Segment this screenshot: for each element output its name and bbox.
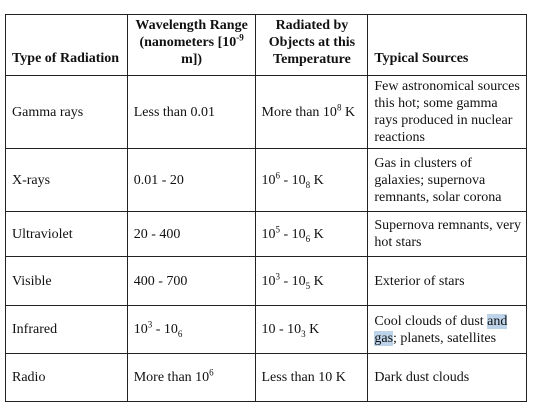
header-row: Type of Radiation Wavelength Range (nanom…: [5, 14, 527, 76]
table-cell: More than 106: [126, 353, 256, 402]
text-run: 10: [261, 226, 276, 242]
table-cell: 106 - 108 K: [254, 148, 369, 212]
table-cell: Gas in clusters of galaxies; supernova r…: [367, 148, 527, 212]
subscript: 8: [305, 179, 311, 190]
table-cell: Exterior of stars: [367, 256, 527, 306]
text-run: K: [341, 104, 356, 120]
table-cell: Less than 0.01: [126, 75, 256, 149]
table-cell: 0.01 - 20: [126, 148, 256, 212]
text-run: - 10: [280, 273, 306, 289]
table-row: Infrared 103 - 106 10 - 103 K Cool clouds o…: [5, 305, 527, 354]
text-run: K: [310, 226, 324, 242]
table-cell: Ultraviolet: [5, 211, 128, 257]
table-cell: Radio: [5, 353, 128, 402]
superscript: 3: [147, 319, 153, 330]
table-cell: Visible: [5, 256, 128, 306]
table-row: Ultraviolet 20 - 400 105 - 106 K Supernova …: [5, 211, 527, 257]
superscript: 6: [209, 367, 214, 378]
table-cell: 400 - 700: [126, 256, 256, 306]
text-run: Wavelength Range (nanometers [10: [135, 18, 248, 50]
table-cell: Cool clouds of dust and gas; planets, sa…: [367, 305, 527, 354]
superscript: 6: [275, 169, 281, 180]
table-cell: Dark dust clouds: [367, 353, 527, 402]
header-cell: Wavelength Range (nanometers [10-9 m]): [126, 14, 256, 76]
table-cell: X-rays: [5, 148, 128, 212]
superscript: -9: [236, 32, 244, 43]
header-cell: Typical Sources: [367, 14, 527, 76]
table-cell: Gamma rays: [5, 75, 128, 149]
radiation-table: Type of Radiation Wavelength Range (nanom…: [5, 14, 527, 402]
text-run: 10 - 10: [261, 322, 302, 337]
superscript: 5: [275, 223, 281, 234]
table-cell: 103 - 105 K: [254, 256, 369, 306]
table-cell: More than 108 K: [254, 75, 369, 149]
text-run: - 10: [280, 172, 306, 188]
subscript: 6: [305, 233, 311, 244]
header-cell: Radiated by Objects at this Temperature: [254, 14, 369, 76]
text-run: 10: [261, 172, 276, 188]
table-cell: 10 - 103 K: [254, 305, 369, 354]
superscript: 8: [336, 101, 342, 112]
table-cell: 105 - 106 K: [254, 211, 369, 257]
text-run: More than 10: [133, 370, 210, 385]
table-row: Visible 400 - 700 103 - 105 K Exterior of s…: [5, 256, 527, 306]
table-cell: Supernova remnants, very hot stars: [367, 211, 527, 257]
superscript: 3: [275, 270, 281, 281]
text-run: - 10: [152, 322, 178, 337]
text-run: 10: [261, 273, 276, 289]
table-row: X-rays 0.01 - 20 106 - 108 K Gas in cluster…: [5, 148, 527, 212]
table-cell: Few astronomical sources this hot; some …: [367, 75, 527, 149]
subscript: 5: [305, 280, 311, 291]
text-run: - 10: [280, 226, 306, 242]
header-cell: Type of Radiation: [5, 14, 128, 76]
text-run: 10: [133, 322, 148, 337]
text-run: ; planets, satellites: [393, 330, 497, 346]
table-cell: 103 - 106: [126, 305, 256, 354]
table-cell: Less than 10 K: [254, 353, 369, 402]
table-row: Radio More than 106 Less than 10 K Dark dus…: [5, 353, 527, 402]
text-run: Cool clouds of dust: [374, 313, 488, 329]
highlighted-text: and: [487, 313, 508, 329]
subscript: 6: [177, 328, 183, 339]
highlighted-text: gas: [374, 330, 394, 346]
subscript: 3: [301, 328, 306, 339]
text-run: K: [305, 322, 320, 337]
table-cell: 20 - 400: [126, 211, 256, 257]
text-run: More than 10: [261, 104, 337, 120]
text-run: K: [310, 172, 324, 188]
text-run: m]): [181, 52, 203, 67]
text-run: K: [310, 273, 324, 289]
table-cell: Infrared: [5, 305, 128, 354]
